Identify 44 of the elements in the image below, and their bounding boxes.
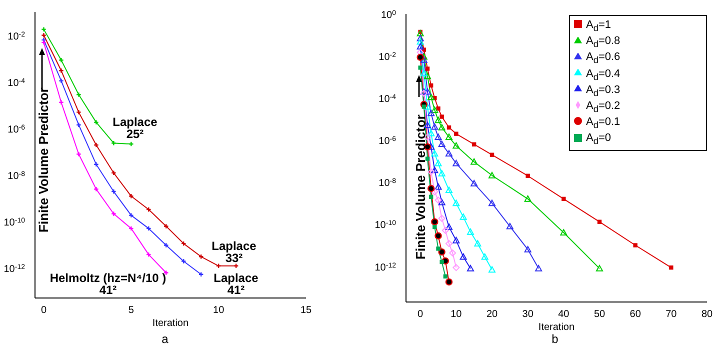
x-tick-label: 60 [630,309,642,320]
legend-label: A$_{d}$=0 [586,132,611,146]
x-tick-label: 15 [300,305,312,316]
legend-label: A$_{d}$=0.2 [586,100,620,114]
y-axis-title: Finite Volume Predictor [36,88,51,232]
text: a [162,332,169,346]
x-tick-label: 40 [558,309,570,320]
annotation: Laplace 33² [212,239,257,265]
y-tick-label: 10$^{-6}$ [8,124,26,136]
text: b [552,332,559,346]
x-tick-label: 50 [594,309,606,320]
y-tick-label: 10$^{-8}$ [8,170,26,182]
legend-label: A$_{d}$=1 [586,19,611,34]
y-tick-label: 10$^{0}$ [380,10,396,21]
x-axis-title: Iteration [152,318,189,329]
legend-label: A$_{d}$=0.1 [586,116,620,130]
legend-label: A$_{d}$=0.3 [586,84,620,98]
y-tick-label: 10$^{-12}$ [374,262,396,274]
x-tick-label: 0 [418,309,424,320]
y-tick-label: 10$^{-4}$ [8,77,26,89]
y-tick-label: 10$^{-4}$ [378,94,396,106]
y-tick-label: 10$^{-8}$ [378,178,396,190]
x-tick-label: 10 [450,309,462,320]
x-tick-label: 70 [666,309,678,320]
x-tick-label: 10 [213,305,225,316]
annotation: Helmoltz (hz=N⁴/10 ) 41² [50,271,166,297]
y-axis-title: Finite Volume Predictor [413,114,428,260]
legend-label: A$_{d}$=0.8 [586,35,620,50]
annotation: Laplace 25² [112,115,158,141]
annotation: Laplace 41² [214,271,259,297]
x-tick-label: 5 [128,305,134,316]
y-tick-label: 10$^{-10}$ [4,216,26,228]
y-tick-label: 10$^{-2}$ [8,30,26,42]
y-tick-label: 10$^{-6}$ [378,136,396,148]
y-tick-label: 10$^{-10}$ [374,220,396,232]
x-tick-label: 80 [701,309,713,320]
x-tick-label: 30 [522,309,534,320]
y-tick-label: 10$^{-12}$ [4,263,26,275]
legend-label: A$_{d}$=0.4 [586,68,620,82]
x-axis-title: Iteration [538,322,575,333]
y-tick-label: 10$^{-2}$ [378,52,396,64]
legend-label: A$_{d}$=0.6 [586,51,620,66]
x-tick-label: 20 [486,309,498,320]
x-tick-label: 0 [40,305,47,316]
